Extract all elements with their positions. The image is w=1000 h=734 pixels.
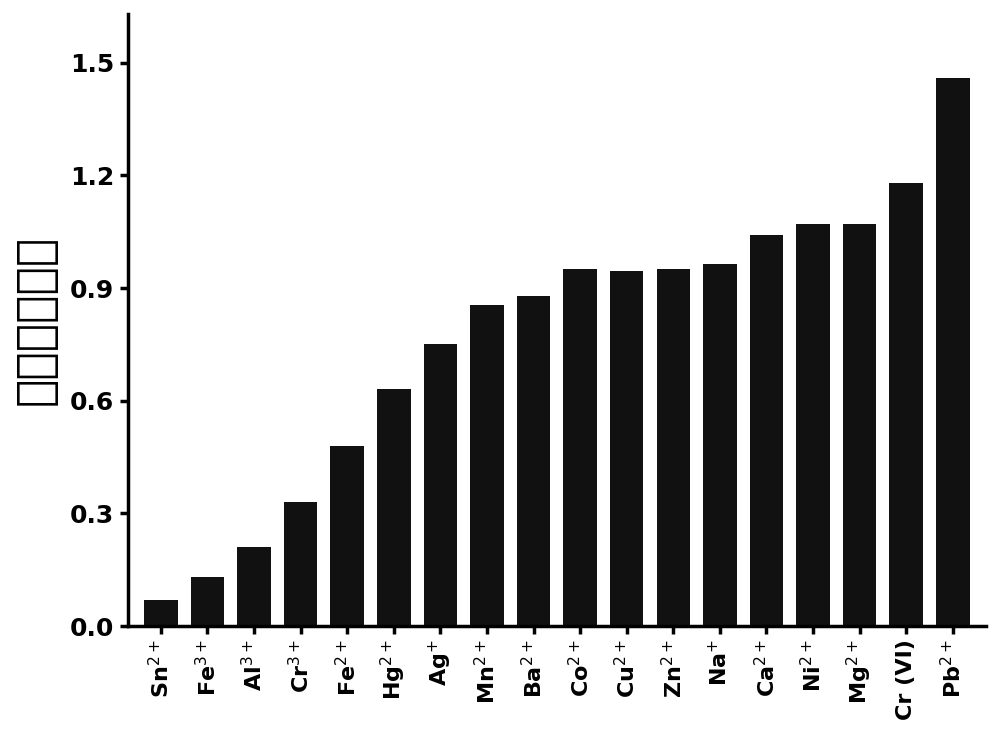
Bar xyxy=(191,577,224,626)
Bar xyxy=(377,390,411,626)
Bar xyxy=(517,296,550,626)
Bar xyxy=(470,305,504,626)
Bar xyxy=(563,269,597,626)
Bar xyxy=(703,264,737,626)
Bar xyxy=(424,344,457,626)
Y-axis label: 相对荧光强度: 相对荧光强度 xyxy=(14,235,59,405)
Bar xyxy=(796,224,830,626)
Bar xyxy=(657,269,690,626)
Bar xyxy=(237,547,271,626)
Bar xyxy=(330,446,364,626)
Bar xyxy=(936,78,970,626)
Bar xyxy=(610,271,643,626)
Bar xyxy=(889,183,923,626)
Bar xyxy=(750,236,783,626)
Bar xyxy=(144,600,178,626)
Bar xyxy=(284,502,317,626)
Bar xyxy=(843,224,876,626)
